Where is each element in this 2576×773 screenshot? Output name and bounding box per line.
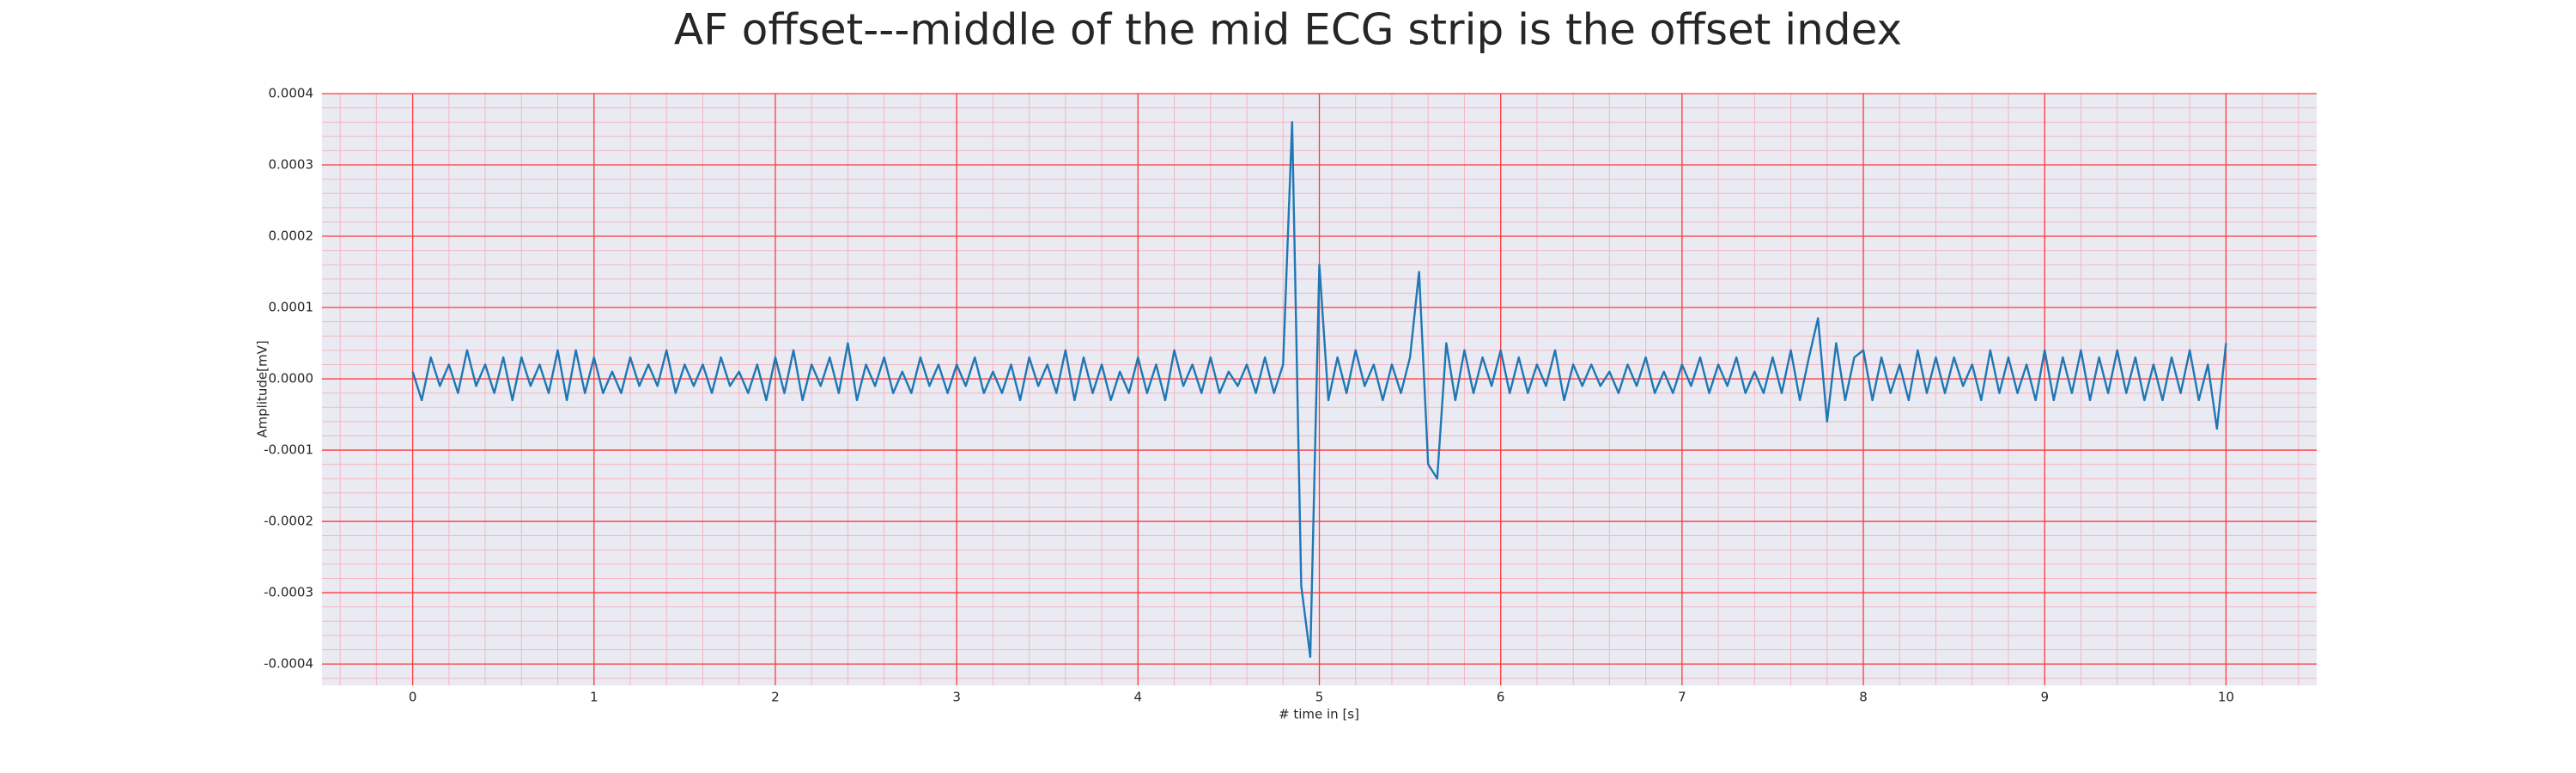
x-tick-label: 3 [952, 690, 961, 705]
x-tick-label: 2 [771, 690, 780, 705]
y-tick-label: -0.0004 [264, 656, 313, 672]
y-tick-label: -0.0001 [264, 442, 313, 458]
x-tick-label: 6 [1497, 690, 1505, 705]
x-axis-label: # time in [s] [1279, 707, 1359, 722]
y-tick-label: 0.0003 [269, 157, 314, 173]
x-tick-label: 9 [2040, 690, 2049, 705]
x-tick-label: 7 [1678, 690, 1686, 705]
x-tick-label: 4 [1134, 690, 1143, 705]
x-tick-label: 8 [1859, 690, 1868, 705]
x-tick-label: 5 [1315, 690, 1324, 705]
y-tick-label: 0.0001 [269, 300, 314, 315]
y-tick-label: 0.0000 [269, 371, 314, 386]
y-axis-label: Amplitude[mV] [255, 340, 270, 437]
chart-title: AF offset---middle of the mid ECG strip … [674, 5, 1902, 55]
ecg-line [411, 121, 2227, 658]
x-tick-label: 1 [590, 690, 598, 705]
y-tick-label: -0.0003 [264, 585, 313, 600]
y-tick-label: -0.0002 [264, 514, 313, 529]
y-tick-label: 0.0002 [269, 228, 314, 244]
y-tick-label: 0.0004 [269, 86, 314, 101]
x-tick-label: 0 [409, 690, 417, 705]
x-tick-label: 10 [2218, 690, 2234, 705]
